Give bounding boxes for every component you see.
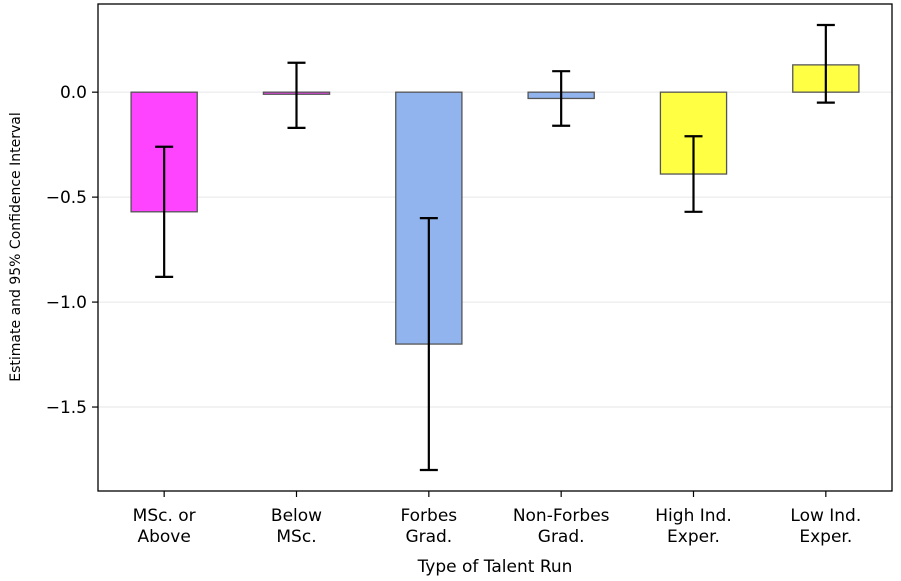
x-tick-label-line: Exper. (667, 527, 720, 547)
y-axis-label: Estimate and 95% Confidence Interval (8, 112, 24, 381)
x-tick-label-line: Grad. (538, 527, 585, 547)
x-tick-label-line: Forbes (400, 506, 457, 526)
x-tick-label-line: Below (271, 506, 322, 526)
x-tick-label: MSc. or Above (133, 506, 196, 547)
x-tick-label-line: Non-Forbes (513, 506, 610, 526)
x-tick-label-line: Grad. (405, 527, 452, 547)
x-tick-label: Forbes Grad. (400, 506, 457, 547)
x-tick-label: Below MSc. (271, 506, 322, 547)
y-tick-label: −1.0 (46, 293, 87, 313)
x-tick-label: Low Ind. Exper. (790, 506, 861, 547)
x-tick-label-line: MSc. or (133, 506, 196, 526)
x-tick-label: Non-Forbes Grad. (513, 506, 610, 547)
y-tick-label: 0.0 (60, 83, 87, 103)
x-tick-label-line: Above (137, 527, 190, 547)
error-bars (155, 23, 835, 472)
x-tick-label-line: MSc. (276, 527, 316, 547)
plot-frame (97, 3, 893, 492)
x-tick-label-line: Exper. (799, 527, 852, 547)
x-tick-label: High Ind. Exper. (655, 506, 731, 547)
x-axis-label: Type of Talent Run (417, 557, 573, 577)
x-tick-label-line: High Ind. (655, 506, 731, 526)
x-tick-label-line: Low Ind. (790, 506, 861, 526)
y-tick-label: −0.5 (46, 188, 87, 208)
grid-lines (98, 91, 892, 408)
y-axis: 0.0 −0.5 −1.0 −1.5 (46, 83, 98, 418)
y-tick-label: −1.5 (46, 398, 87, 418)
